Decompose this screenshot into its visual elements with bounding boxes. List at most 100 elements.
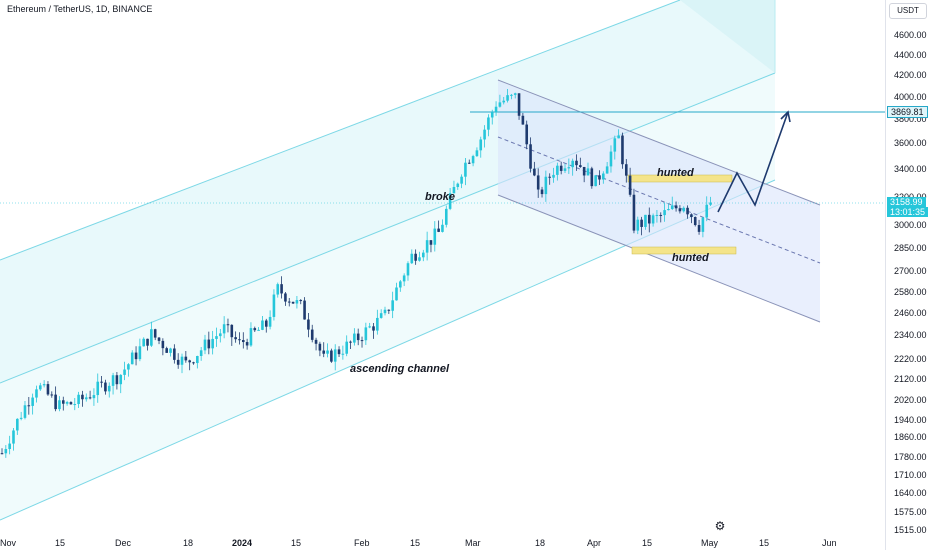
candle-down <box>624 164 628 176</box>
price-tick-label: 2020.00 <box>894 395 927 405</box>
candle-down <box>437 228 440 232</box>
candle-down <box>349 341 352 343</box>
candle-down <box>647 214 651 224</box>
price-axis[interactable] <box>885 0 932 550</box>
candle-up <box>23 405 27 418</box>
candle-up <box>326 350 329 354</box>
price-tick-label: 1640.00 <box>894 488 927 498</box>
candle-down <box>134 352 138 360</box>
currency-button[interactable]: USDT <box>889 3 927 19</box>
candle-down <box>575 160 578 166</box>
candle-up <box>701 217 705 232</box>
descending-channel-mid-line[interactable] <box>497 136 821 264</box>
candle-down <box>387 309 391 311</box>
price-chart[interactable] <box>0 0 885 532</box>
candle-up <box>127 364 130 370</box>
candle-up <box>602 173 605 180</box>
candle-up <box>670 205 674 210</box>
candle-up <box>636 219 640 231</box>
candle-up <box>123 369 126 375</box>
candle-up <box>586 168 590 176</box>
symbol-title[interactable]: Ethereum / TetherUS, 1D, BINANCE <box>7 4 153 14</box>
price-tick-label: 4600.00 <box>894 30 927 40</box>
price-tick-label: 2340.00 <box>894 330 927 340</box>
candle-down <box>287 301 291 303</box>
candle-up <box>257 329 260 331</box>
candle-down <box>582 166 586 176</box>
settings-icon[interactable]: ⚙ <box>714 519 726 533</box>
candle-up <box>402 275 406 282</box>
candle-down <box>628 175 632 195</box>
time-tick-label: Dec <box>115 538 132 548</box>
ascending-channel-mid-line[interactable] <box>0 72 776 384</box>
candle-up <box>663 210 666 216</box>
candle-down <box>693 217 697 226</box>
price-tick-label: 3600.00 <box>894 138 927 148</box>
candle-up <box>150 329 153 346</box>
candle-up <box>594 175 597 187</box>
time-tick-label: 15 <box>759 538 770 548</box>
candle-up <box>203 339 207 351</box>
price-tick-label: 1940.00 <box>894 415 927 425</box>
ascending-channel-top-line[interactable] <box>0 0 681 261</box>
candle-up <box>353 333 356 343</box>
candle-up <box>425 240 429 253</box>
price-tick-label: 1780.00 <box>894 452 927 462</box>
candle-up <box>211 338 214 349</box>
ascending-channel-outer[interactable] <box>0 0 775 383</box>
candle-up <box>563 168 567 171</box>
candle-up <box>39 385 42 390</box>
descending-channel[interactable] <box>498 80 820 322</box>
candle-down <box>678 208 682 212</box>
candle-down <box>686 207 689 215</box>
hunted-box-bottom[interactable] <box>631 246 737 255</box>
candle-down <box>303 300 306 320</box>
candle-down <box>467 162 471 164</box>
candle-up <box>345 341 348 354</box>
time-tick-label: Jun <box>822 538 837 548</box>
candle-up <box>494 106 498 112</box>
candle-up <box>42 384 46 386</box>
candle-down <box>241 340 245 343</box>
candle-up <box>295 300 299 304</box>
time-tick-label: Nov <box>0 538 17 548</box>
candle-up <box>272 294 276 317</box>
time-tick-label: 15 <box>55 538 66 548</box>
projection-arrow-head[interactable] <box>780 110 791 123</box>
price-tick-label: 3800.00 <box>894 114 927 124</box>
candle-up <box>483 129 486 140</box>
countdown-tag: 13:01:35 <box>887 207 929 217</box>
price-tick-label: 3000.00 <box>894 220 927 230</box>
candle-up <box>487 117 490 130</box>
candle-down <box>184 356 188 361</box>
projection-path[interactable] <box>717 111 789 213</box>
candle-down <box>69 402 73 405</box>
price-tick-label: 4200.00 <box>894 70 927 80</box>
chart-area[interactable] <box>0 0 885 532</box>
annotation-hunted-bottom: hunted <box>672 252 709 264</box>
candle-down <box>54 394 57 410</box>
ascending-channel-upper-extension[interactable] <box>680 0 775 73</box>
candle-up <box>364 327 368 341</box>
time-axis[interactable] <box>0 532 885 550</box>
hunted-box-top[interactable] <box>627 174 733 183</box>
descending-channel-top-line[interactable] <box>497 79 821 206</box>
candle-up <box>513 93 517 95</box>
candle-up <box>16 418 19 431</box>
candle-up <box>460 176 463 184</box>
time-tick-label: May <box>701 538 719 548</box>
candle-up <box>682 207 686 212</box>
annotation-hunted-top: hunted <box>657 167 694 179</box>
candle-down <box>314 339 318 344</box>
candle-up <box>444 208 448 225</box>
descending-channel-bottom-line[interactable] <box>497 194 821 323</box>
candle-down <box>632 194 636 231</box>
candle-down <box>153 329 157 338</box>
candlestick-series[interactable] <box>0 89 712 458</box>
time-tick-label: 18 <box>535 538 546 548</box>
price-tick-label: 4000.00 <box>894 92 927 102</box>
candle-down <box>165 348 168 353</box>
candle-down <box>356 333 360 341</box>
candle-up <box>552 174 555 178</box>
candle-up <box>510 94 513 96</box>
